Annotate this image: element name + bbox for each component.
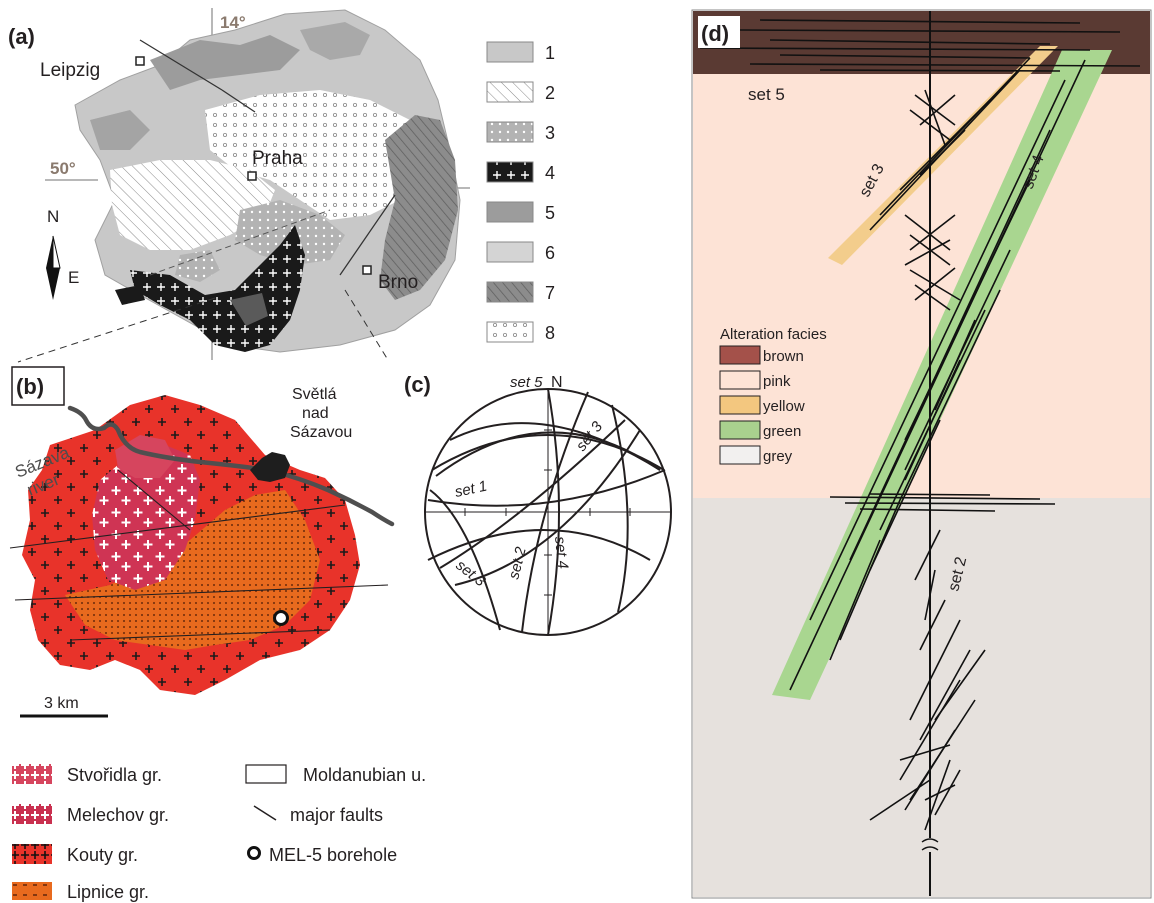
city-leipzig: Leipzig: [40, 60, 100, 81]
section-set5-label: set 5: [748, 85, 785, 104]
legend-b-melechov: Melechov gr.: [67, 805, 169, 825]
north-label: N: [47, 207, 59, 226]
unit-2-region: [110, 160, 275, 250]
unit-4-region: [130, 225, 305, 352]
panel-d-label: (d): [701, 21, 729, 46]
legend-a-2: 2: [545, 83, 555, 103]
borehole-ring-icon: [247, 846, 261, 860]
set4-great-circle: [547, 388, 560, 636]
legend-swatch-7: [486, 281, 534, 303]
brno-marker: [362, 265, 372, 275]
kouty-swatch: [12, 844, 52, 864]
facies-swatch-green: [719, 420, 761, 440]
facies-legend: Alteration facies brown pink yellow gree…: [719, 326, 827, 465]
panel-d: (d) set 5 set 3 set 4 set 2 Alteration f…: [691, 9, 1152, 899]
town-label-line2: nad: [302, 405, 329, 422]
longitude-label: 14°: [220, 13, 246, 32]
facies-green: green: [763, 423, 801, 440]
stereonet-set4-label: set 4: [551, 536, 571, 570]
unit-7-region: [380, 115, 458, 300]
legend-a-8: 8: [545, 323, 555, 343]
facies-grey: grey: [763, 448, 793, 465]
panel-a: (a) 14° 50° Leip: [8, 8, 555, 363]
north-arrow-icon: [46, 235, 61, 300]
legend-b-borehole: MEL-5 borehole: [269, 845, 397, 865]
stereonet-north-label: N: [551, 374, 563, 391]
legend-a-3: 3: [545, 123, 555, 143]
facies-pink: pink: [763, 373, 791, 390]
leipzig-marker: [135, 56, 145, 66]
legend-swatch-3: [486, 121, 534, 143]
facies-legend-title: Alteration facies: [720, 326, 827, 343]
green-facies-band: [772, 50, 1112, 700]
town-label-line3: Sázavou: [290, 424, 352, 441]
latitude-label: 50°: [50, 159, 76, 178]
stereonet-set5-label: set 5: [510, 374, 543, 391]
melechov-swatch: [12, 804, 52, 824]
sazava-river: [67, 405, 395, 527]
legend-b-moldanubian: Moldanubian u.: [303, 765, 426, 785]
legend-a-1: 1: [545, 43, 555, 63]
legend-swatch-1: [486, 41, 534, 63]
stereonet-set1-label: set 1: [453, 478, 488, 501]
set3-great-circle-b: [439, 419, 626, 569]
panel-b-frame: [11, 366, 65, 406]
legend-b: Stvořidla gr. Melechov gr. Kouty gr. Lip…: [12, 764, 426, 902]
legend-swatch-4: [486, 161, 534, 183]
facies-swatch-pink: [719, 370, 761, 390]
praha-marker: [247, 171, 257, 181]
lipnice-swatch: [12, 882, 52, 900]
unit-8-region: [205, 90, 420, 220]
fault-line-icon: [253, 805, 277, 821]
town-label-line1: Světlá: [292, 386, 337, 403]
mel5-borehole-marker: [273, 610, 289, 626]
stereonet: [424, 388, 672, 636]
unit-5-patches: [150, 35, 300, 90]
city-praha: Praha: [252, 148, 303, 169]
legend-swatch-8: [486, 321, 534, 343]
legend-a-5: 5: [545, 203, 555, 223]
panel-c-label: (c): [404, 372, 431, 397]
legend-a-7: 7: [545, 283, 555, 303]
legend-swatch-2: [486, 81, 534, 103]
legend-a-4: 4: [545, 163, 555, 183]
stvoridla-swatch: [12, 764, 52, 784]
axis-break-icon: [921, 838, 939, 851]
melechov-granite-region: [92, 445, 200, 590]
lipnice-granite-region: [65, 490, 320, 650]
facies-swatch-yellow: [719, 395, 761, 415]
set2-great-circle: [521, 391, 589, 633]
legend-b-lipnice: Lipnice gr.: [67, 882, 149, 902]
panel-b: (b) Sázava river Světlá nad Sázavou 3 km: [9, 366, 395, 718]
legend-b-faults: major faults: [290, 805, 383, 825]
panel-a-label: (a): [8, 24, 35, 49]
east-label: E: [68, 268, 79, 287]
panel-d-label-box: [698, 16, 740, 48]
svetla-town-shape: [250, 452, 290, 482]
facies-swatch-brown: [719, 345, 761, 365]
legend-a: 1 2 3 4 5 6 7 8: [486, 41, 555, 343]
legend-swatch-6: [486, 241, 534, 263]
panel-c: (c): [404, 372, 672, 636]
legend-b-stvoridla: Stvořidla gr.: [67, 765, 162, 785]
legend-b-kouty: Kouty gr.: [67, 845, 138, 865]
facies-yellow: yellow: [763, 398, 805, 415]
panel-b-label: (b): [16, 374, 44, 399]
geology-map: [74, 9, 461, 353]
scale-label: 3 km: [44, 695, 79, 712]
fracture-traces: [699, 19, 1141, 831]
moldanubian-swatch: [245, 764, 287, 784]
city-brno: Brno: [378, 272, 418, 293]
facies-swatch-grey: [719, 445, 761, 465]
legend-swatch-5: [486, 201, 534, 223]
facies-brown: brown: [763, 348, 804, 365]
legend-a-6: 6: [545, 243, 555, 263]
